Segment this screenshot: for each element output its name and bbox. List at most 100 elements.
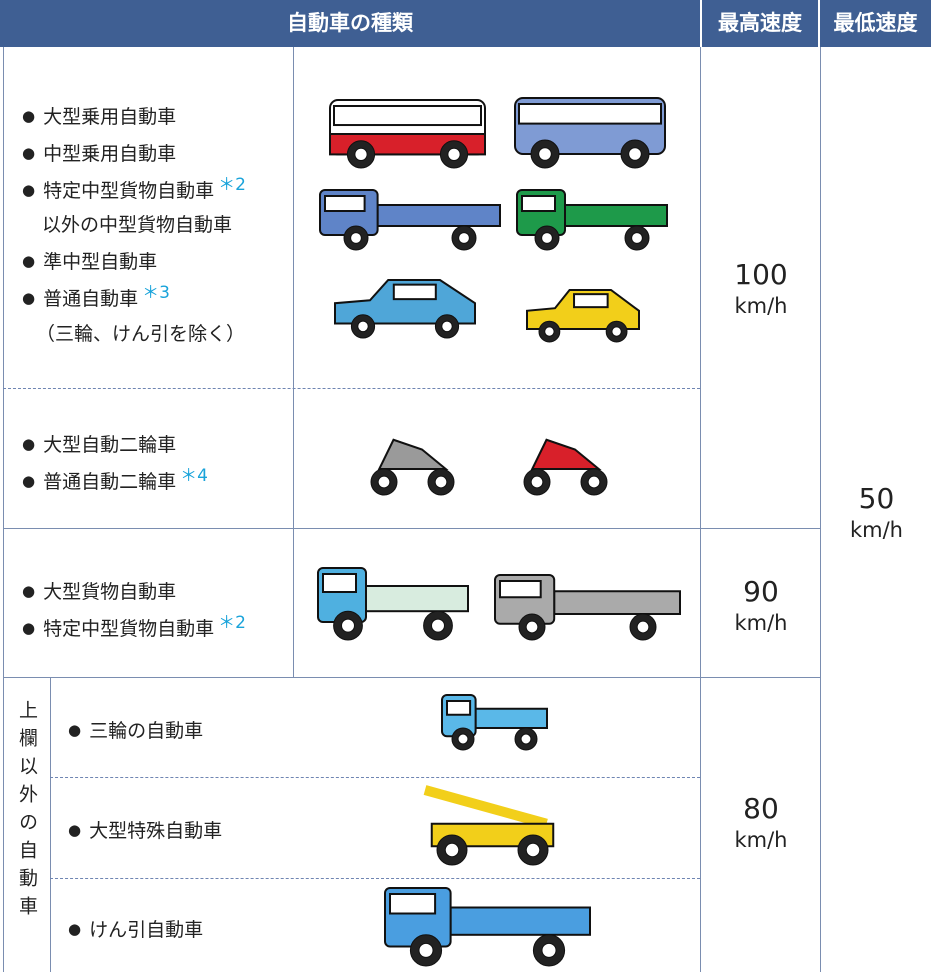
vehicle-illustration (516, 189, 668, 251)
shape (444, 842, 460, 858)
shape (431, 618, 445, 633)
shape (636, 620, 650, 634)
item: 大型特殊自動車 (68, 816, 222, 843)
item: けん引自動車 (68, 915, 203, 942)
item: 特定中型貨物自動車＊2 (22, 175, 246, 203)
shape (518, 103, 662, 125)
note: ＊2 (218, 175, 246, 195)
item-text: 大型特殊自動車 (89, 820, 223, 842)
speed-value: 80 (743, 792, 779, 825)
border (3, 528, 820, 529)
vehicle-illustration (523, 438, 608, 496)
item-text: 普通自動二輪車 (43, 471, 177, 493)
note: ＊3 (142, 283, 170, 303)
speed-value: 50 (858, 482, 895, 515)
shape (530, 438, 602, 470)
vehicle-illustration (423, 785, 555, 866)
shape (564, 204, 668, 227)
max-speed: 90 km/h (702, 575, 820, 637)
shape (334, 279, 476, 325)
item-text: 準中型自動車 (43, 251, 158, 273)
shape (521, 195, 556, 212)
header-min-speed: 最低速度 (820, 0, 931, 47)
shape (541, 232, 553, 244)
border (293, 47, 294, 677)
divider (3, 388, 700, 389)
max-speed: 80 km/h (702, 792, 820, 854)
item: 三輪の自動車 (68, 716, 203, 743)
shape (434, 475, 448, 489)
shape (324, 195, 366, 212)
vehicle-illustration (317, 567, 469, 641)
shape (447, 147, 461, 162)
vehicle-illustration (494, 574, 682, 641)
item-text: 特定中型貨物自動車 (43, 180, 215, 202)
item-text: 普通自動車 (43, 288, 139, 310)
item: 普通自動二輪車＊4 (22, 466, 208, 494)
shape (357, 320, 369, 333)
shape (423, 785, 548, 829)
shape (354, 147, 368, 162)
vehicle-illustration (334, 279, 476, 339)
note: ＊2 (218, 613, 246, 633)
shape (631, 232, 643, 244)
shape (526, 289, 640, 330)
divider (50, 777, 700, 778)
shape (525, 842, 541, 858)
border (50, 677, 51, 972)
shape (322, 573, 357, 593)
shape (587, 475, 601, 489)
divider (50, 878, 700, 879)
border (3, 47, 4, 972)
shape (611, 326, 622, 337)
item-text: 特定中型貨物自動車 (43, 618, 215, 640)
shape (553, 590, 682, 615)
shape (573, 293, 609, 309)
item: 準中型自動車 (22, 247, 157, 274)
max-speed: 100 km/h (702, 258, 820, 320)
shape (377, 475, 391, 489)
shape (474, 707, 549, 729)
speed-unit: km/h (734, 294, 788, 318)
vehicle-illustration (526, 289, 640, 343)
item-continuation: 以外の中型貨物自動車 (42, 214, 233, 236)
item-text: 三輪の自動車 (89, 720, 204, 742)
speed-unit: km/h (734, 611, 788, 635)
group-label: 上欄以外の自動車 (16, 700, 38, 924)
shape (389, 893, 437, 915)
min-speed: 50 km/h (822, 482, 931, 544)
item: 特定中型貨物自動車＊2 (22, 613, 246, 641)
shape (499, 580, 542, 599)
item: 大型乗用自動車 (22, 102, 176, 129)
shape (418, 942, 434, 958)
shape (350, 232, 362, 244)
speed-unit: km/h (734, 828, 788, 852)
item: 普通自動車＊3 (22, 283, 170, 311)
border (700, 47, 701, 972)
shape (377, 438, 449, 470)
note: ＊4 (180, 466, 208, 486)
item-continuation: （三輪、けん引を除く） (36, 323, 246, 345)
border (3, 677, 820, 678)
vehicle-illustration (384, 887, 591, 967)
header-max-speed: 最高速度 (702, 0, 818, 47)
item-text: 大型自動二輪車 (43, 434, 177, 456)
speed-value: 100 (734, 258, 788, 291)
item-text: けん引自動車 (89, 919, 204, 941)
shape (392, 283, 437, 301)
shape (341, 618, 355, 633)
item: 大型自動二輪車 (22, 430, 176, 457)
shape (538, 147, 552, 161)
vehicle-illustration (370, 438, 455, 496)
shape (525, 620, 539, 634)
item-text: 中型乗用自動車 (43, 143, 177, 165)
shape (376, 204, 502, 227)
shape (530, 475, 544, 489)
shape (541, 942, 557, 958)
item-text: 大型乗用自動車 (43, 106, 177, 128)
vehicle-illustration (514, 97, 666, 169)
shape (441, 320, 453, 333)
vehicle-illustration (441, 694, 549, 751)
shape (458, 232, 470, 244)
